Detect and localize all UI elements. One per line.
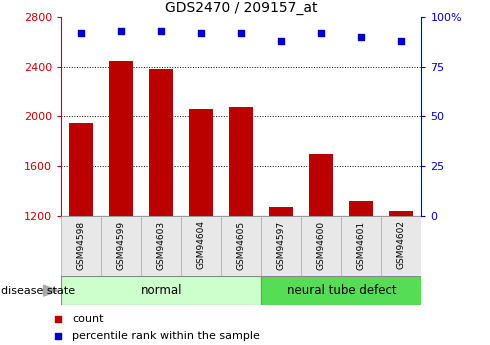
Bar [149,69,173,216]
FancyBboxPatch shape [261,276,421,305]
Bar [189,109,213,216]
Title: GDS2470 / 209157_at: GDS2470 / 209157_at [165,1,318,15]
Text: GSM94597: GSM94597 [277,220,286,269]
Text: GSM94600: GSM94600 [317,220,326,269]
FancyBboxPatch shape [141,216,181,276]
Text: GSM94603: GSM94603 [157,220,166,269]
Point [157,28,165,34]
Point [197,30,205,36]
Bar [270,207,294,216]
Point [397,38,405,44]
Text: GSM94604: GSM94604 [197,220,206,269]
Text: GSM94605: GSM94605 [237,220,246,269]
FancyBboxPatch shape [101,216,141,276]
FancyBboxPatch shape [181,216,221,276]
Polygon shape [44,285,58,296]
Text: percentile rank within the sample: percentile rank within the sample [72,331,260,341]
Bar [349,201,373,216]
Text: GSM94599: GSM94599 [117,220,126,269]
Point [357,34,365,40]
Text: GSM94601: GSM94601 [357,220,366,269]
Bar [390,211,414,216]
Text: neural tube defect: neural tube defect [287,284,396,297]
Text: GSM94598: GSM94598 [77,220,86,269]
FancyBboxPatch shape [61,216,101,276]
Bar [69,122,93,216]
Bar [229,107,253,216]
Point [277,38,285,44]
FancyBboxPatch shape [61,276,261,305]
Point [54,333,62,339]
FancyBboxPatch shape [342,216,381,276]
Text: count: count [72,314,104,324]
FancyBboxPatch shape [381,216,421,276]
FancyBboxPatch shape [221,216,261,276]
Bar [109,61,133,216]
Point [77,30,85,36]
Text: normal: normal [141,284,182,297]
Point [237,30,245,36]
Text: disease state: disease state [1,286,75,296]
Point [117,28,125,34]
Text: GSM94602: GSM94602 [397,220,406,269]
FancyBboxPatch shape [261,216,301,276]
Point [54,316,62,322]
FancyBboxPatch shape [301,216,342,276]
Bar [309,154,333,216]
Point [318,30,325,36]
